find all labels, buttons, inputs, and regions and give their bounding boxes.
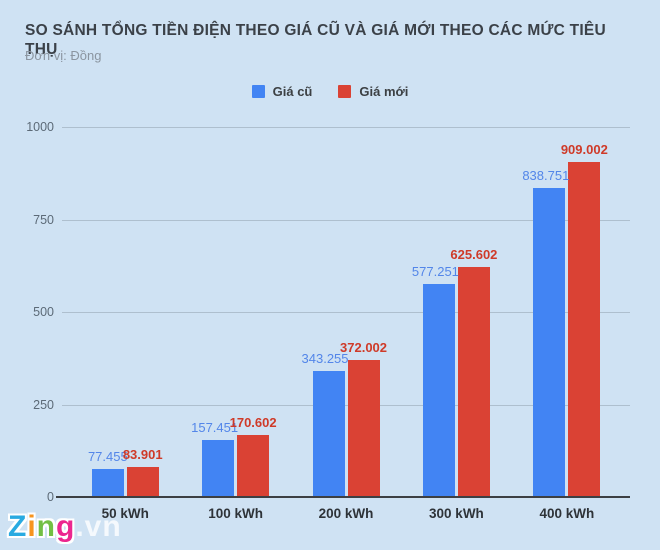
legend-label: Giá mới	[359, 84, 409, 99]
bar-value-label-gia-moi-100-kwh: 170.602	[229, 414, 277, 430]
x-axis-category-label-50-kwh: 50 kWh	[101, 506, 149, 521]
bar-gia-moi-300-kwh: 625.602	[450, 248, 497, 498]
bar-gia-moi-50-kwh: 83.901	[123, 448, 163, 498]
bar-value-label-gia-cu-400-kwh: 838.751	[522, 167, 570, 183]
watermark-letter: n	[36, 510, 56, 543]
watermark-letter: i	[27, 510, 37, 543]
bar-value-label-gia-cu-50-kwh: 77.455	[87, 449, 128, 465]
legend-label: Giá cũ	[272, 84, 313, 99]
x-axis-category-label-100-kwh: 100 kWh	[208, 506, 263, 521]
gridline	[62, 219, 630, 221]
plot-area: 77.455 83.901 157.451 170.602 343.255 372.002…	[56, 127, 630, 498]
x-axis-category-label-300-kwh: 300 kWh	[429, 506, 484, 521]
zing-watermark: Zing.vn	[8, 512, 122, 542]
bar-gia-moi-100-kwh: 170.602	[230, 416, 277, 498]
watermark-letter: Z	[8, 510, 28, 543]
bar-group-50-kwh: 77.455 83.901	[70, 128, 180, 498]
bar-group-100-kwh: 157.451 170.602	[180, 128, 290, 498]
y-axis-tick-label: 250	[33, 397, 54, 412]
bar-value-label-gia-cu-200-kwh: 343.255	[301, 351, 349, 366]
x-axis-baseline	[56, 496, 630, 498]
gridline	[62, 404, 630, 406]
y-axis-tick-label: 500	[33, 305, 54, 319]
legend-swatch-gia-moi	[338, 85, 352, 98]
bar-gia-cu-400-kwh: 838.751	[522, 169, 569, 498]
bar-gia-cu-200-kwh: 343.255	[302, 352, 349, 498]
bar-value-label-gia-cu-100-kwh: 157.451	[191, 419, 239, 435]
bar-gia-cu-300-kwh: 577.251	[412, 265, 459, 498]
bar-value-label-gia-moi-300-kwh: 625.602	[450, 246, 498, 262]
bar-value-label-gia-moi-200-kwh: 372.002	[340, 340, 388, 356]
legend-item-gia-cu: Giá cũ	[251, 84, 313, 99]
bar-gia-moi-200-kwh: 372.002	[340, 341, 387, 498]
legend-swatch-gia-cu	[251, 85, 265, 98]
bar-group-400-kwh: 838.751 909.002	[512, 128, 622, 498]
legend-item-gia-moi: Giá mới	[338, 84, 408, 99]
bar-value-label-gia-moi-50-kwh: 83.901	[122, 447, 163, 462]
bar-gia-moi-400-kwh: 909.002	[561, 143, 608, 498]
x-axis: 50 kWh 100 kWh 200 kWh 300 kWh 400 kWh	[70, 506, 622, 521]
watermark-suffix: .vn	[75, 510, 122, 543]
gridline	[62, 127, 630, 128]
y-axis-tick-label: 1000	[26, 120, 54, 134]
x-axis-category-label-200-kwh: 200 kWh	[318, 506, 374, 521]
bar-gia-cu-50-kwh: 77.455	[88, 450, 128, 498]
legend: Giá cũ Giá mới	[0, 84, 660, 99]
gridline	[62, 312, 630, 313]
x-axis-category-label-400-kwh: 400 kWh	[539, 506, 595, 521]
bar-groups: 77.455 83.901 157.451 170.602 343.255 372.002…	[70, 128, 622, 498]
chart-subtitle: Đơn vị: Đồng	[25, 48, 102, 63]
bar-value-label-gia-cu-300-kwh: 577.251	[411, 264, 459, 280]
y-axis-tick-label: 750	[33, 212, 54, 227]
bar-group-300-kwh: 577.251 625.602	[401, 128, 511, 498]
bar-group-200-kwh: 343.255 372.002	[291, 128, 401, 498]
watermark-letter: g	[56, 510, 76, 543]
bar-gia-cu-100-kwh: 157.451	[191, 421, 238, 498]
y-axis-tick-label: 0	[47, 490, 54, 504]
chart-title: SO SÁNH TỔNG TIỀN ĐIỆN THEO GIÁ CŨ VÀ GI…	[25, 22, 606, 58]
bar-value-label-gia-moi-400-kwh: 909.002	[560, 141, 608, 157]
